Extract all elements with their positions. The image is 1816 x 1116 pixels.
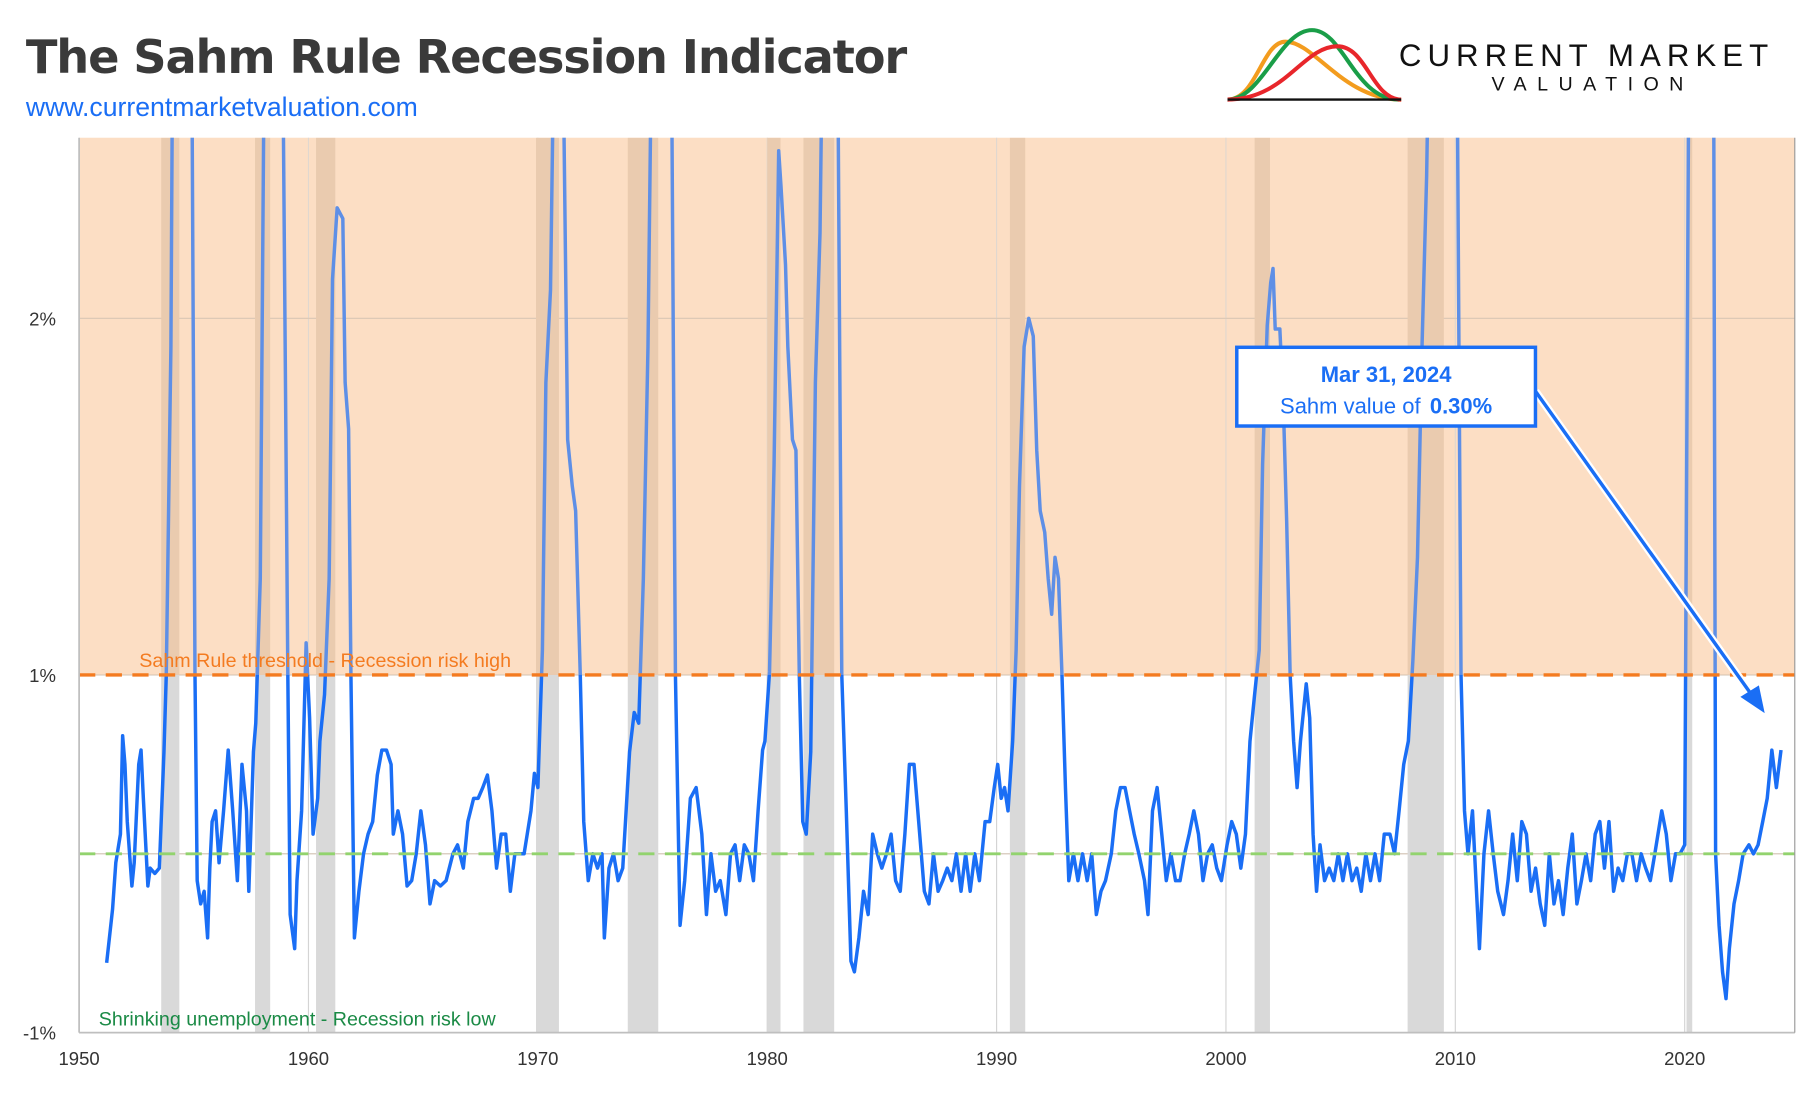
callout-value: 0.30% bbox=[1430, 393, 1492, 418]
callout-date: Mar 31, 2024 bbox=[1321, 362, 1453, 387]
x-tick-label: 1970 bbox=[517, 1048, 558, 1069]
page-title: The Sahm Rule Recession Indicator bbox=[26, 30, 907, 84]
callout-text: Sahm value of 0.30% bbox=[1280, 393, 1492, 418]
y-tick-label: 2% bbox=[29, 308, 56, 329]
brand-logo: CURRENT MARKET VALUATION bbox=[1227, 28, 1774, 102]
recession-bands bbox=[161, 137, 1693, 1033]
recession-band-upper bbox=[1009, 137, 1026, 675]
callout-box bbox=[1235, 345, 1538, 428]
callout-label: Sahm value of bbox=[1280, 393, 1421, 418]
x-tick-label: 1980 bbox=[747, 1048, 788, 1069]
x-tick-label: 2000 bbox=[1205, 1048, 1246, 1069]
y-tick-label: -1% bbox=[23, 1023, 56, 1044]
risk-zone-overlay-rect bbox=[79, 137, 1795, 675]
reference-lines bbox=[79, 673, 1795, 856]
recession-band-upper bbox=[1686, 137, 1693, 675]
axes: -1% 1% 2% 1950 1960 1970 1980 1990 2000 2010 2020 bbox=[23, 137, 1796, 1069]
x-tick-label: 1960 bbox=[288, 1048, 329, 1069]
latest-value-callout: Mar 31, 2024 Sahm value of 0.30% bbox=[1235, 345, 1765, 714]
arrowhead-icon bbox=[1740, 685, 1765, 714]
risk-zone-overlay bbox=[79, 137, 1795, 675]
recession-band-upper bbox=[536, 137, 559, 675]
x-tick-label: 1990 bbox=[976, 1048, 1017, 1069]
sahm-series-line bbox=[104, 137, 1783, 1001]
logo-curves-icon bbox=[1227, 28, 1402, 102]
threshold-label: Sahm Rule threshold - Recession risk hig… bbox=[139, 650, 511, 672]
site-url-link[interactable]: www.currentmarketvaluation.com bbox=[25, 92, 418, 122]
low-risk-label: Shrinking unemployment - Recession risk … bbox=[99, 1009, 497, 1031]
recession-band bbox=[255, 674, 271, 1033]
callout-arrow-line bbox=[1534, 390, 1755, 698]
x-tick-label: 2010 bbox=[1435, 1048, 1476, 1069]
logo-text-line2: VALUATION bbox=[1491, 73, 1693, 95]
x-tick-label: 1950 bbox=[59, 1048, 100, 1069]
y-tick-label: 1% bbox=[29, 665, 56, 686]
logo-text-line1: CURRENT MARKET bbox=[1399, 38, 1774, 73]
x-tick-label: 2020 bbox=[1664, 1048, 1705, 1069]
